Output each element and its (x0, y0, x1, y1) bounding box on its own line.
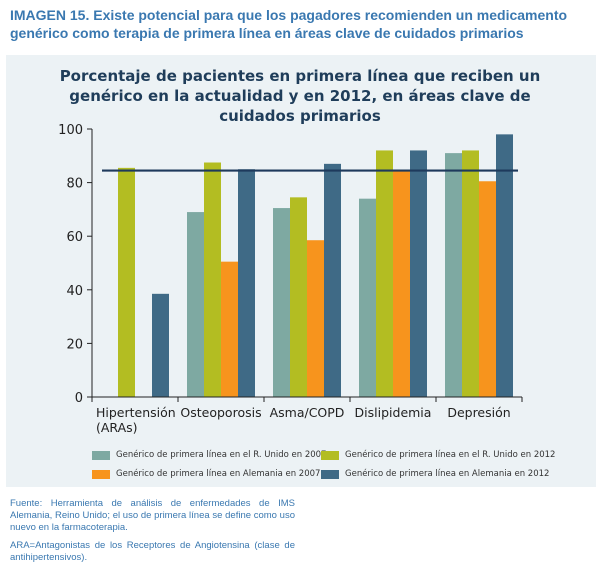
abbreviation-note: ARA=Antagonistas de los Receptores de An… (10, 540, 295, 563)
bar-1-2 (187, 212, 204, 397)
x-category-label: Osteoporosis (180, 405, 261, 420)
y-tick-label: 0 (75, 391, 83, 406)
bar-2-5 (462, 150, 479, 397)
y-tick-label: 60 (66, 230, 83, 245)
bar-1-4 (359, 198, 376, 397)
legend-item-2: Genérico de primera línea en el R. Unido… (321, 449, 555, 461)
y-tick-label: 100 (58, 123, 83, 138)
legend-label: Genérico de primera línea en Alemania en… (116, 469, 321, 479)
bar-4-2 (238, 169, 255, 397)
legend-swatch (321, 450, 339, 460)
bar-2-4 (376, 150, 393, 397)
source-note: Fuente: Herramienta de análisis de enfer… (10, 498, 295, 533)
legend-swatch (92, 450, 110, 460)
bar-4-3 (324, 163, 341, 397)
legend-swatch (321, 469, 339, 479)
source-notes: Fuente: Herramienta de análisis de enfer… (10, 498, 295, 570)
bar-3-5 (479, 181, 496, 397)
x-category-label: Dislipidemia (355, 405, 432, 420)
bar-4-5 (496, 134, 513, 398)
axes-layer: 0 20 40 60 80 100 Hipertensión(ARAs) Osteoporos… (58, 123, 523, 435)
legend-swatch (92, 469, 110, 479)
legend-label: Genérico de primera línea en el R. Unido… (116, 450, 327, 460)
legend-item-3: Genérico de primera línea en Alemania en… (92, 468, 320, 480)
x-category-label: Asma/COPD (270, 405, 345, 420)
bars-layer (118, 134, 513, 398)
y-tick-label: 20 (66, 337, 83, 352)
bar-2-3 (290, 197, 307, 397)
y-tick-label: 40 (66, 284, 83, 299)
bar-1-5 (445, 153, 462, 397)
bar-3-2 (221, 261, 238, 397)
bar-2-2 (204, 162, 221, 397)
bar-2-1 (118, 167, 135, 397)
legend-label: Genérico de primera línea en el R. Unido… (345, 450, 556, 460)
legend-item-1: Genérico de primera línea en el R. Unido… (92, 449, 326, 461)
bar-3-4 (393, 170, 410, 397)
bar-4-1 (152, 293, 169, 397)
figure-title: IMAGEN 15. Existe potencial para que los… (10, 7, 568, 41)
x-category-label: (ARAs) (96, 420, 138, 435)
bar-4-4 (410, 150, 427, 397)
chart-title: Porcentaje de pacientes en primera línea… (59, 67, 541, 125)
y-tick-label: 80 (66, 177, 83, 192)
x-category-label: Depresión (447, 405, 510, 420)
bar-1-3 (273, 208, 290, 397)
legend-label: Genérico de primera línea en Alemania en… (345, 469, 550, 479)
x-category-label: Hipertensión (96, 405, 176, 420)
legend-item-4: Genérico de primera línea en Alemania en… (321, 468, 549, 480)
bar-3-3 (307, 240, 324, 397)
